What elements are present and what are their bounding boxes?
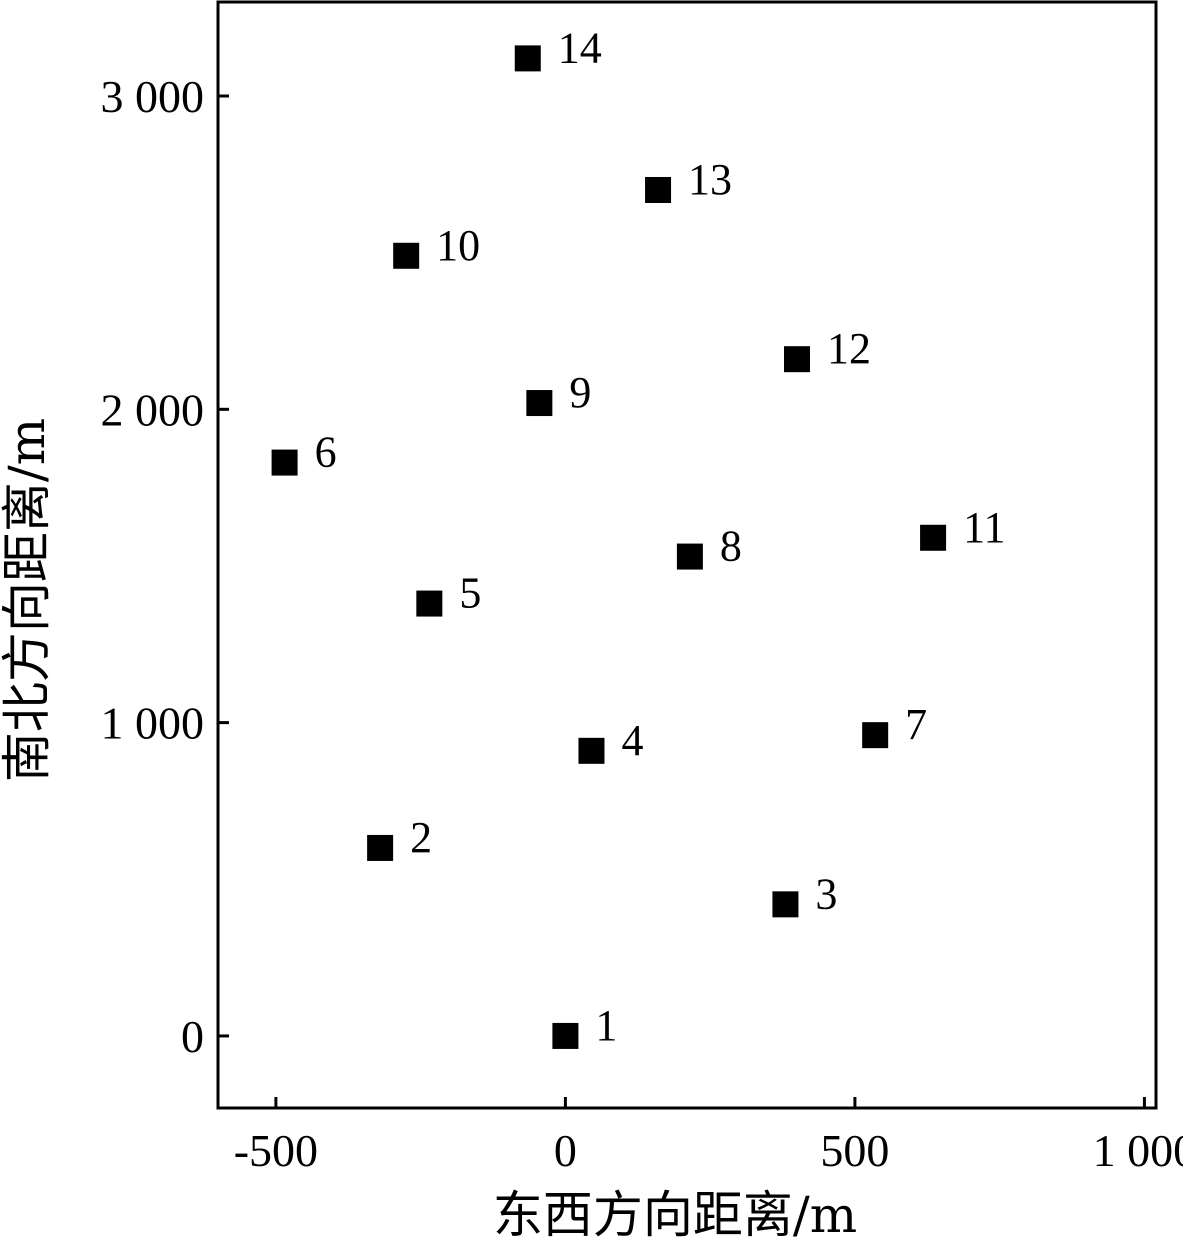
x-axis-ticks: -500 0 500 1 000 [234,1097,1183,1176]
point-label: 10 [436,221,480,270]
y-tick-label: 2 000 [101,384,205,435]
point-label: 13 [688,155,732,204]
point-marker [393,242,420,269]
point-label: 14 [558,23,602,72]
point-marker [578,737,605,764]
point-marker [552,1022,579,1049]
point-marker [514,45,541,72]
point-label: 1 [595,1001,617,1050]
y-tick-label: 0 [181,1011,204,1062]
point-label: 2 [410,813,432,862]
point-label: 5 [459,569,481,618]
x-tick-label: 500 [820,1125,889,1176]
point-label: 6 [315,428,337,477]
point-label: 11 [963,503,1005,552]
x-tick-label: -500 [234,1125,318,1176]
x-tick-label: 0 [554,1125,577,1176]
y-tick-label: 3 000 [101,71,205,122]
point-label: 8 [720,522,742,571]
x-tick-label: 1 000 [1093,1125,1183,1176]
point-label: 12 [827,324,871,373]
point-label: 9 [569,368,591,417]
point-marker [271,449,298,476]
x-axis-title: 东西方向距离/m [493,1186,857,1244]
point-marker [367,834,394,861]
point-marker [526,390,553,417]
y-tick-label: 1 000 [101,698,205,749]
point-label: 3 [815,869,837,918]
point-marker [676,543,703,570]
point-marker [862,722,889,749]
point-label: 7 [905,700,927,749]
point-marker [772,891,799,918]
point-marker [645,176,672,203]
y-axis-title: 南北方向距离/m [0,418,56,782]
point-marker [920,524,947,551]
plot-frame [216,0,1158,1110]
point-label: 4 [621,716,643,765]
point-marker [784,346,811,373]
y-axis-ticks: 0 1 000 2 000 3 000 [101,71,229,1062]
point-marker [416,590,443,617]
